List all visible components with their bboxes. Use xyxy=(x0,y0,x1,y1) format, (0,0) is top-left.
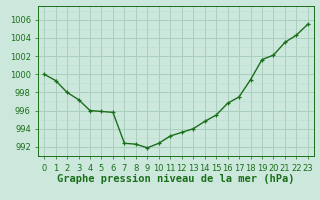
X-axis label: Graphe pression niveau de la mer (hPa): Graphe pression niveau de la mer (hPa) xyxy=(57,174,295,184)
